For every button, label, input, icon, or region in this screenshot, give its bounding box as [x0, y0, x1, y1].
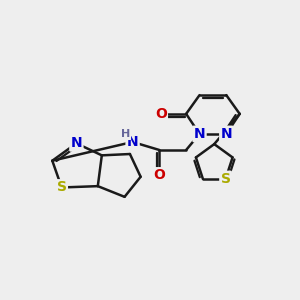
Text: N: N — [127, 135, 138, 149]
Text: S: S — [57, 181, 67, 194]
Text: S: S — [220, 172, 231, 186]
Text: O: O — [153, 168, 165, 182]
Text: N: N — [220, 127, 232, 141]
Text: N: N — [70, 136, 82, 150]
Text: H: H — [121, 130, 130, 140]
Text: N: N — [194, 127, 205, 141]
Text: O: O — [155, 107, 167, 121]
